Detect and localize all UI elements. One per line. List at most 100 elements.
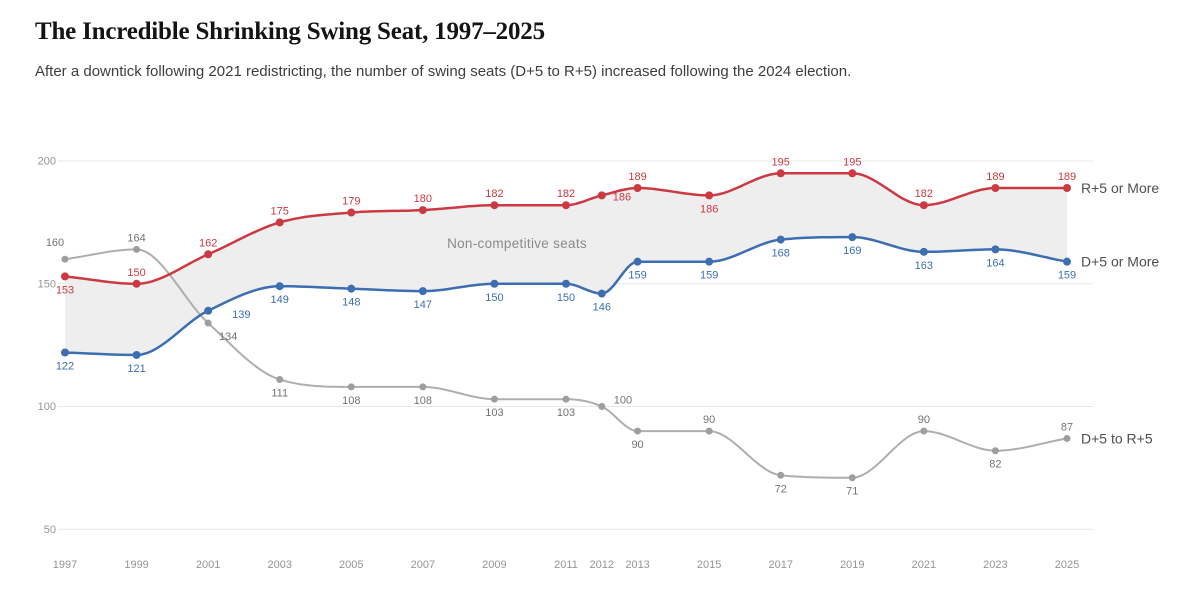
data-point-d-5-or-more: [705, 257, 714, 266]
data-point-d-5-or-more: [61, 348, 69, 357]
x-tick-label: 2007: [411, 559, 435, 571]
value-label-r-5-or-more: 189: [986, 171, 1004, 183]
data-point-r-5-or-more: [204, 250, 213, 259]
data-point-d-5-to-r-5: [920, 427, 928, 435]
data-point-r-5-or-more: [61, 272, 69, 281]
data-point-r-5-or-more: [132, 279, 141, 288]
value-label-d-5-to-r-5: 90: [918, 414, 930, 426]
data-point-d-5-to-r-5: [347, 383, 355, 391]
value-label-r-5-or-more: 189: [628, 171, 646, 183]
value-label-d-5-or-more: 163: [915, 260, 933, 272]
value-label-d-5-to-r-5: 71: [846, 486, 858, 498]
x-tick-label: 2011: [554, 559, 578, 571]
value-label-d-5-to-r-5: 82: [989, 459, 1001, 471]
non-competitive-band: [65, 173, 1067, 355]
value-label-r-5-or-more: 189: [1058, 171, 1076, 183]
data-point-d-5-or-more: [597, 289, 606, 298]
series-end-label-r-5-or-more: R+5 or More: [1081, 180, 1159, 196]
chart-subtitle: After a downtick following 2021 redistri…: [35, 63, 852, 80]
data-point-d-5-to-r-5: [490, 395, 498, 403]
x-tick-label: 2012: [590, 559, 614, 571]
data-point-r-5-or-more: [776, 169, 785, 178]
data-point-d-5-to-r-5: [848, 474, 856, 482]
x-tick-label: 1997: [53, 559, 77, 571]
data-point-r-5-or-more: [562, 201, 570, 210]
x-tick-label: 2001: [196, 559, 220, 571]
data-point-r-5-or-more: [991, 184, 1000, 193]
data-point-d-5-to-r-5: [61, 255, 69, 263]
value-label-d-5-or-more: 122: [56, 361, 74, 373]
value-label-r-5-or-more: 150: [127, 267, 145, 279]
data-point-d-5-or-more: [490, 279, 499, 288]
data-point-d-5-or-more: [919, 247, 928, 256]
value-label-d-5-or-more: 147: [414, 299, 432, 311]
value-label-d-5-or-more: 149: [271, 294, 289, 306]
data-point-r-5-or-more: [633, 184, 642, 193]
x-tick-label: 2025: [1055, 559, 1079, 571]
value-label-r-5-or-more: 175: [271, 205, 289, 217]
value-label-d-5-or-more: 168: [772, 248, 790, 260]
data-point-r-5-or-more: [275, 218, 284, 227]
data-point-d-5-to-r-5: [1063, 434, 1071, 442]
data-point-d-5-to-r-5: [991, 447, 999, 455]
value-label-r-5-or-more: 195: [772, 156, 790, 168]
value-label-d-5-or-more: 164: [986, 257, 1004, 269]
value-label-d-5-to-r-5: 134: [219, 331, 237, 343]
x-tick-label: 2015: [697, 559, 721, 571]
x-tick-label: 2003: [267, 559, 291, 571]
value-label-r-5-or-more: 182: [485, 188, 503, 200]
data-point-r-5-or-more: [347, 208, 356, 217]
series-line-r-5-or-more: [63, 172, 1069, 286]
value-label-d-5-to-r-5: 100: [614, 395, 632, 407]
data-point-d-5-to-r-5: [777, 471, 785, 479]
data-point-d-5-or-more: [633, 257, 642, 266]
value-label-r-5-or-more: 195: [843, 156, 861, 168]
data-point-d-5-or-more: [418, 287, 427, 296]
y-tick-label: 200: [38, 156, 56, 168]
value-label-r-5-or-more: 180: [414, 193, 432, 205]
value-label-d-5-to-r-5: 108: [342, 395, 360, 407]
data-point-r-5-or-more: [919, 201, 928, 210]
data-point-d-5-to-r-5: [562, 395, 570, 403]
data-point-d-5-to-r-5: [276, 376, 284, 384]
value-label-d-5-or-more: 159: [700, 270, 718, 282]
band-label: Non-competitive seats: [447, 236, 587, 251]
value-label-d-5-or-more: 169: [843, 245, 861, 257]
chart-header: The Incredible Shrinking Swing Seat, 199…: [35, 18, 1165, 80]
data-point-d-5-or-more: [848, 233, 857, 242]
value-label-d-5-or-more: 159: [628, 270, 646, 282]
value-label-d-5-to-r-5: 90: [703, 414, 715, 426]
value-label-r-5-or-more: 186: [613, 191, 631, 203]
data-point-d-5-or-more: [347, 284, 356, 293]
value-label-d-5-or-more: 121: [127, 363, 145, 375]
data-point-d-5-to-r-5: [634, 427, 642, 435]
value-label-d-5-to-r-5: 103: [557, 407, 575, 419]
value-label-d-5-to-r-5: 103: [485, 407, 503, 419]
x-tick-label: 2017: [768, 559, 792, 571]
data-point-d-5-or-more: [204, 306, 213, 315]
value-label-d-5-to-r-5: 72: [775, 483, 787, 495]
value-label-r-5-or-more: 153: [56, 284, 74, 296]
x-tick-label: 2019: [840, 559, 864, 571]
value-label-r-5-or-more: 182: [557, 188, 575, 200]
x-tick-label: 2021: [912, 559, 936, 571]
value-label-d-5-or-more: 139: [232, 309, 250, 321]
value-label-r-5-or-more: 186: [700, 203, 718, 215]
data-point-d-5-to-r-5: [419, 383, 427, 391]
value-label-r-5-or-more: 182: [915, 188, 933, 200]
value-label-d-5-to-r-5: 108: [414, 395, 432, 407]
data-point-r-5-or-more: [597, 191, 606, 200]
data-point-d-5-or-more: [132, 350, 141, 359]
data-point-d-5-to-r-5: [705, 427, 713, 435]
data-point-d-5-to-r-5: [598, 403, 606, 411]
data-point-d-5-to-r-5: [133, 245, 141, 253]
value-label-d-5-to-r-5: 90: [631, 439, 643, 451]
data-point-r-5-or-more: [1063, 184, 1071, 193]
x-tick-label: 1999: [124, 559, 148, 571]
data-point-d-5-or-more: [776, 235, 785, 244]
data-point-r-5-or-more: [848, 169, 857, 178]
value-label-d-5-or-more: 159: [1058, 270, 1076, 282]
data-point-d-5-or-more: [1063, 257, 1071, 266]
series-line-d-5-or-more: [63, 235, 1069, 357]
